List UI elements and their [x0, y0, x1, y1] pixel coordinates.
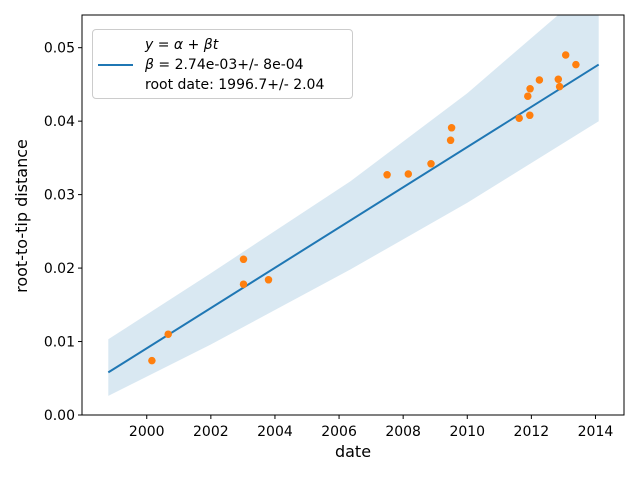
data-point [446, 136, 455, 145]
y-tick-label: 0.01 [44, 335, 75, 351]
axes-spines [81, 14, 625, 416]
slope-value-text: = 2.74e-03+/- 8e-04 [153, 57, 304, 73]
data-point [554, 75, 563, 84]
legend-swatch-col [98, 64, 135, 66]
x-tick-label: 2000 [129, 424, 165, 440]
data-point [404, 170, 413, 178]
data-point [526, 111, 534, 120]
data-point [555, 82, 564, 91]
y-tick-label: 0.04 [44, 114, 75, 130]
legend: y = α + βt β = 2.74e-03+/- 8e-04 root da… [92, 29, 353, 99]
x-tick-label: 2004 [257, 424, 293, 440]
data-point [515, 114, 523, 122]
x-axis-ticks: 2000 2002 2004 2006 2008 2010 2012 2014 [129, 415, 613, 440]
regression-line [107, 63, 600, 374]
x-axis-label: date [335, 442, 371, 461]
legend-entry-equation: y = α + βt [98, 35, 346, 55]
x-tick-label: 2012 [514, 424, 550, 440]
x-tick-label: 2014 [578, 424, 614, 440]
data-point [383, 171, 391, 179]
axes-frame [81, 14, 625, 416]
data-point [239, 255, 248, 264]
scatter-points [148, 51, 580, 365]
data-point [239, 280, 248, 288]
y-axis-label: root-to-tip distance [12, 139, 31, 293]
legend-entry-slope: β = 2.74e-03+/- 8e-04 [98, 55, 346, 75]
legend-equation-label: y = α + βt [145, 37, 219, 53]
data-point [148, 356, 156, 365]
confidence-band [108, 15, 599, 396]
legend-entry-root-date: root date: 1996.7+/- 2.04 [98, 75, 346, 95]
data-point [447, 124, 456, 132]
data-point [427, 160, 435, 168]
y-tick-label: 0.02 [44, 261, 75, 277]
x-tick-label: 2002 [193, 424, 229, 440]
y-tick-label: 0.05 [44, 41, 75, 57]
data-point [561, 51, 570, 59]
legend-slope-label: β = 2.74e-03+/- 8e-04 [145, 55, 304, 75]
data-point [572, 60, 580, 69]
confidence-band-polygon [108, 15, 599, 396]
y-tick-label: 0.00 [44, 408, 75, 424]
x-tick-label: 2008 [385, 424, 421, 440]
data-point [264, 276, 273, 284]
legend-root-date-label: root date: 1996.7+/- 2.04 [145, 77, 325, 93]
y-tick-label: 0.03 [44, 188, 75, 204]
x-tick-label: 2006 [321, 424, 357, 440]
data-point [535, 76, 544, 84]
data-point [526, 85, 534, 93]
regression-line-swatch-icon [98, 64, 133, 66]
regression-line-path [107, 63, 600, 374]
data-point [164, 330, 172, 338]
x-tick-label: 2010 [449, 424, 485, 440]
beta-symbol: β [145, 57, 154, 73]
y-axis-ticks: 0.00 0.01 0.02 0.03 0.04 0.05 [44, 41, 82, 424]
data-point [524, 92, 532, 100]
